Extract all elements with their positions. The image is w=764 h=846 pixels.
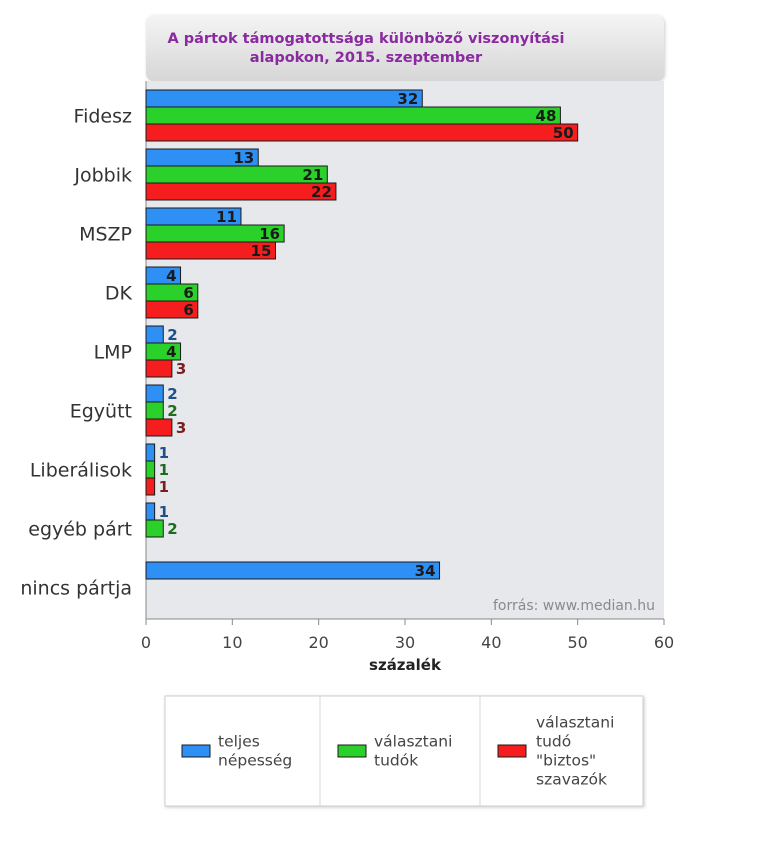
legend-label: "biztos" [536, 752, 596, 770]
data-label: 48 [536, 107, 557, 125]
data-label: 3 [176, 419, 186, 437]
title-header [146, 15, 664, 81]
data-label: 2 [167, 385, 177, 403]
legend-label: választani [536, 714, 614, 732]
data-label: 11 [216, 208, 237, 226]
legend-label: teljes [218, 733, 260, 751]
x-tick-label: 60 [654, 633, 674, 652]
category-label: Együtt [70, 401, 132, 423]
bar [145, 460, 156, 479]
data-label: 50 [553, 124, 574, 142]
data-label: 16 [259, 225, 280, 243]
chart-title-line-1: A pártok támogatottsága különböző viszon… [167, 31, 564, 47]
bar [145, 384, 164, 403]
legend-label: tudók [374, 752, 418, 770]
data-label: 2 [167, 326, 177, 344]
category-label: MSZP [79, 224, 132, 246]
category-label: egyéb párt [28, 519, 132, 541]
legend-entries: teljesnépességválasztanitudókválasztanit… [181, 714, 614, 789]
x-tick-label: 40 [481, 633, 501, 652]
legend-label: tudó [536, 733, 571, 751]
category-label: LMP [94, 342, 132, 364]
bar [145, 165, 328, 184]
x-tick-label: 10 [222, 633, 242, 652]
bar [145, 418, 173, 437]
data-label: 21 [302, 166, 323, 184]
legend-swatch [337, 744, 367, 758]
source-note: forrás: www.median.hu [493, 598, 655, 614]
legend-label: választani [374, 733, 452, 751]
data-label: 15 [251, 242, 272, 260]
x-tick-label: 20 [308, 633, 328, 652]
bar [145, 123, 579, 142]
bar [145, 359, 173, 378]
bar [145, 519, 164, 538]
data-label: 2 [167, 520, 177, 538]
bar [145, 401, 164, 420]
category-label: DK [105, 283, 133, 305]
category-label: Liberálisok [30, 460, 132, 482]
bar [145, 300, 199, 319]
category-labels: Fidesz Jobbik MSZP DK LMP Együtt Liberálisok eg… [20, 106, 132, 600]
legend-label: népesség [218, 752, 292, 770]
bar [145, 561, 441, 580]
data-label: 4 [166, 267, 176, 285]
x-tick-label: 30 [395, 633, 415, 652]
bar [145, 182, 337, 201]
legend-label: szavazók [536, 771, 607, 789]
x-axis-label: százalék [369, 656, 442, 674]
legend-box [164, 695, 644, 807]
legend-swatch [181, 744, 211, 758]
category-label: nincs pártja [20, 578, 132, 600]
data-label: 1 [159, 478, 169, 496]
data-label: 22 [311, 183, 332, 201]
data-label: 2 [167, 402, 177, 420]
data-label: 6 [183, 301, 193, 319]
data-label: 3 [176, 360, 186, 378]
data-label: 34 [415, 562, 436, 580]
data-label: 13 [233, 149, 254, 167]
bar [145, 241, 276, 260]
bar [145, 106, 561, 125]
x-axis-ticks: 0 10 20 30 40 50 60 [141, 619, 674, 652]
chart-title-line-2: alapokon, 2015. szeptember [250, 50, 483, 66]
data-label: 6 [183, 284, 193, 302]
x-tick-label: 50 [567, 633, 587, 652]
bar [145, 443, 156, 462]
data-label: 1 [159, 503, 169, 521]
bar [145, 502, 156, 521]
category-label: Jobbik [73, 165, 132, 187]
data-label: 1 [159, 444, 169, 462]
legend-swatch [497, 744, 527, 758]
data-label: 32 [397, 90, 418, 108]
bar [145, 325, 164, 344]
category-label: Fidesz [74, 106, 132, 128]
x-tick-label: 0 [141, 633, 151, 652]
data-label: 4 [166, 343, 176, 361]
bar [145, 89, 423, 108]
data-label: 1 [159, 461, 169, 479]
bar [145, 477, 156, 496]
